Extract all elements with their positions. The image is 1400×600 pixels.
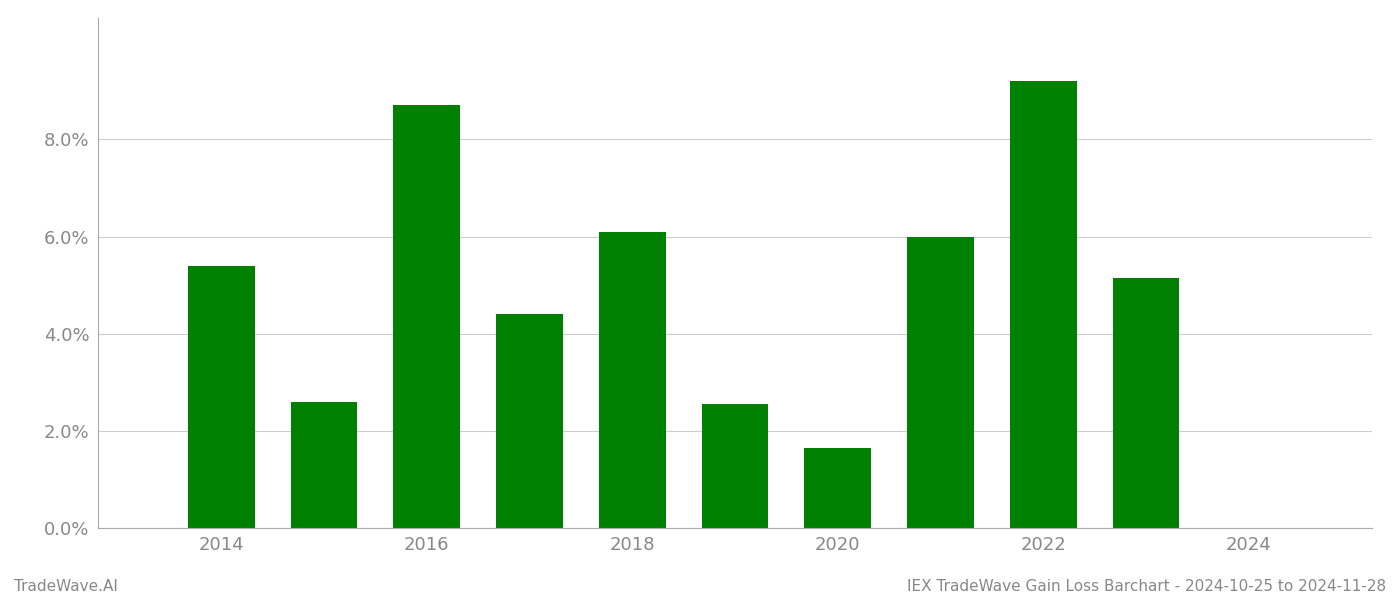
Bar (188, 266, 255, 528)
Bar (907, 236, 974, 528)
Bar (496, 314, 563, 528)
Bar (1113, 278, 1179, 528)
Text: IEX TradeWave Gain Loss Barchart - 2024-10-25 to 2024-11-28: IEX TradeWave Gain Loss Barchart - 2024-… (907, 579, 1386, 594)
Bar (1009, 81, 1077, 528)
Bar (701, 404, 769, 528)
Bar (805, 448, 871, 528)
Bar (599, 232, 665, 528)
Bar (393, 106, 461, 528)
Bar (291, 402, 357, 528)
Text: TradeWave.AI: TradeWave.AI (14, 579, 118, 594)
